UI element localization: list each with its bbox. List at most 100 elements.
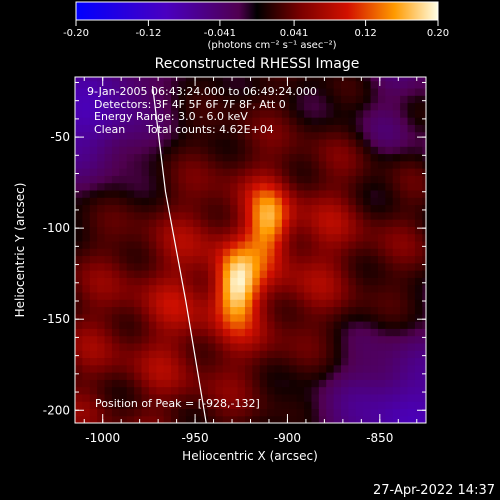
heatmap-cell xyxy=(89,270,98,278)
heatmap-cell xyxy=(363,95,372,104)
heatmap-cell xyxy=(208,350,216,359)
heatmap-cell xyxy=(281,131,290,140)
heatmap-cell xyxy=(82,124,91,133)
heatmap-cell xyxy=(407,131,416,140)
heatmap-cell xyxy=(185,270,194,278)
heatmap-cell xyxy=(208,109,216,118)
heatmap-cell xyxy=(274,146,283,155)
heatmap-cell xyxy=(259,313,268,322)
heatmap-cell xyxy=(185,168,194,176)
heatmap-cell xyxy=(422,372,426,380)
heatmap-cell xyxy=(75,379,83,388)
heatmap-cell xyxy=(193,117,202,125)
heatmap-cell xyxy=(141,87,150,96)
heatmap-cell xyxy=(185,393,194,402)
heatmap-cell xyxy=(119,117,128,125)
colorbar-ticks: -0.20 -0.12 -0.041 0.041 0.12 0.20 xyxy=(63,20,449,39)
heatmap-cell xyxy=(215,313,224,322)
heatmap-cell xyxy=(222,153,231,162)
heatmap-cell xyxy=(111,95,120,104)
heatmap-cell xyxy=(363,138,372,147)
heatmap-cell xyxy=(348,255,357,264)
heatmap-cell xyxy=(392,131,401,140)
heatmap-cell xyxy=(304,328,313,337)
x-tick-label: -850 xyxy=(366,431,393,445)
heatmap-cell xyxy=(208,138,216,147)
heatmap-cell xyxy=(252,109,261,118)
heatmap-cell xyxy=(289,131,298,140)
heatmap-cell xyxy=(296,357,305,366)
heatmap-cell xyxy=(326,219,335,227)
heatmap-cell xyxy=(407,270,416,278)
heatmap-cell xyxy=(200,153,209,162)
heatmap-cell xyxy=(281,77,290,82)
heatmap-cell xyxy=(111,401,120,410)
heatmap-cell xyxy=(82,379,91,388)
heatmap-cell xyxy=(126,291,135,300)
heatmap-cell xyxy=(119,102,128,111)
heatmap-cell xyxy=(355,255,364,264)
heatmap-cell xyxy=(215,87,224,96)
heatmap-cell xyxy=(407,168,416,176)
heatmap-cell xyxy=(119,80,128,89)
heatmap-cell xyxy=(134,379,143,388)
heatmap-cell xyxy=(193,313,202,322)
heatmap-cell xyxy=(104,182,113,191)
heatmap-cell xyxy=(348,379,357,388)
heatmap-cell xyxy=(281,95,290,104)
heatmap-cell xyxy=(208,80,216,89)
heatmap-cell xyxy=(341,240,350,249)
heatmap-cell xyxy=(208,248,216,257)
heatmap-cell xyxy=(333,226,342,235)
heatmap-cell xyxy=(141,175,150,184)
heatmap-cell xyxy=(304,284,313,293)
heatmap-cell xyxy=(222,342,231,351)
heatmap-cell xyxy=(407,189,416,198)
heatmap-cell xyxy=(341,102,350,111)
heatmap-cell xyxy=(208,226,216,235)
heatmap-cell xyxy=(178,109,187,118)
heatmap-cell xyxy=(244,80,253,89)
heatmap-cell xyxy=(134,153,143,162)
heatmap-cell xyxy=(141,255,150,264)
heatmap-cell xyxy=(333,160,342,169)
heatmap-cell xyxy=(311,321,320,329)
heatmap-cell xyxy=(208,117,216,125)
heatmap-cell xyxy=(230,379,239,388)
heatmap-cell xyxy=(377,204,386,213)
heatmap-cell xyxy=(281,182,290,191)
heatmap-cell xyxy=(259,233,268,242)
heatmap-cell xyxy=(82,262,91,271)
heatmap-cell xyxy=(119,284,128,293)
heatmap-cell xyxy=(134,102,143,111)
heatmap-cell xyxy=(156,240,165,249)
heatmap-cell xyxy=(363,182,372,191)
heatmap-cell xyxy=(326,364,335,373)
heatmap-cell xyxy=(230,255,239,264)
heatmap-cell xyxy=(400,197,409,206)
heatmap-cell xyxy=(318,124,327,133)
heatmap-cell xyxy=(89,226,98,235)
heatmap-cell xyxy=(134,226,143,235)
heatmap-cell xyxy=(230,270,239,278)
heatmap-cell xyxy=(267,182,276,191)
heatmap-cell xyxy=(230,189,239,198)
heatmap-cell xyxy=(296,284,305,293)
heatmap-cell xyxy=(222,211,231,220)
heatmap-cell xyxy=(296,342,305,351)
heatmap-cell xyxy=(370,306,379,315)
heatmap-cell xyxy=(267,189,276,198)
heatmap-cell xyxy=(259,364,268,373)
heatmap-cell xyxy=(407,350,416,359)
heatmap-cell xyxy=(400,306,409,315)
heatmap-cell xyxy=(400,168,409,176)
heatmap-cell xyxy=(244,95,253,104)
heatmap-cell xyxy=(185,117,194,125)
heatmap-cell xyxy=(215,240,224,249)
heatmap-cell xyxy=(215,342,224,351)
heatmap-cell xyxy=(407,393,416,402)
heatmap-cell xyxy=(89,189,98,198)
heatmap-cell xyxy=(230,386,239,395)
heatmap-cell xyxy=(333,342,342,351)
heatmap-cell xyxy=(274,379,283,388)
